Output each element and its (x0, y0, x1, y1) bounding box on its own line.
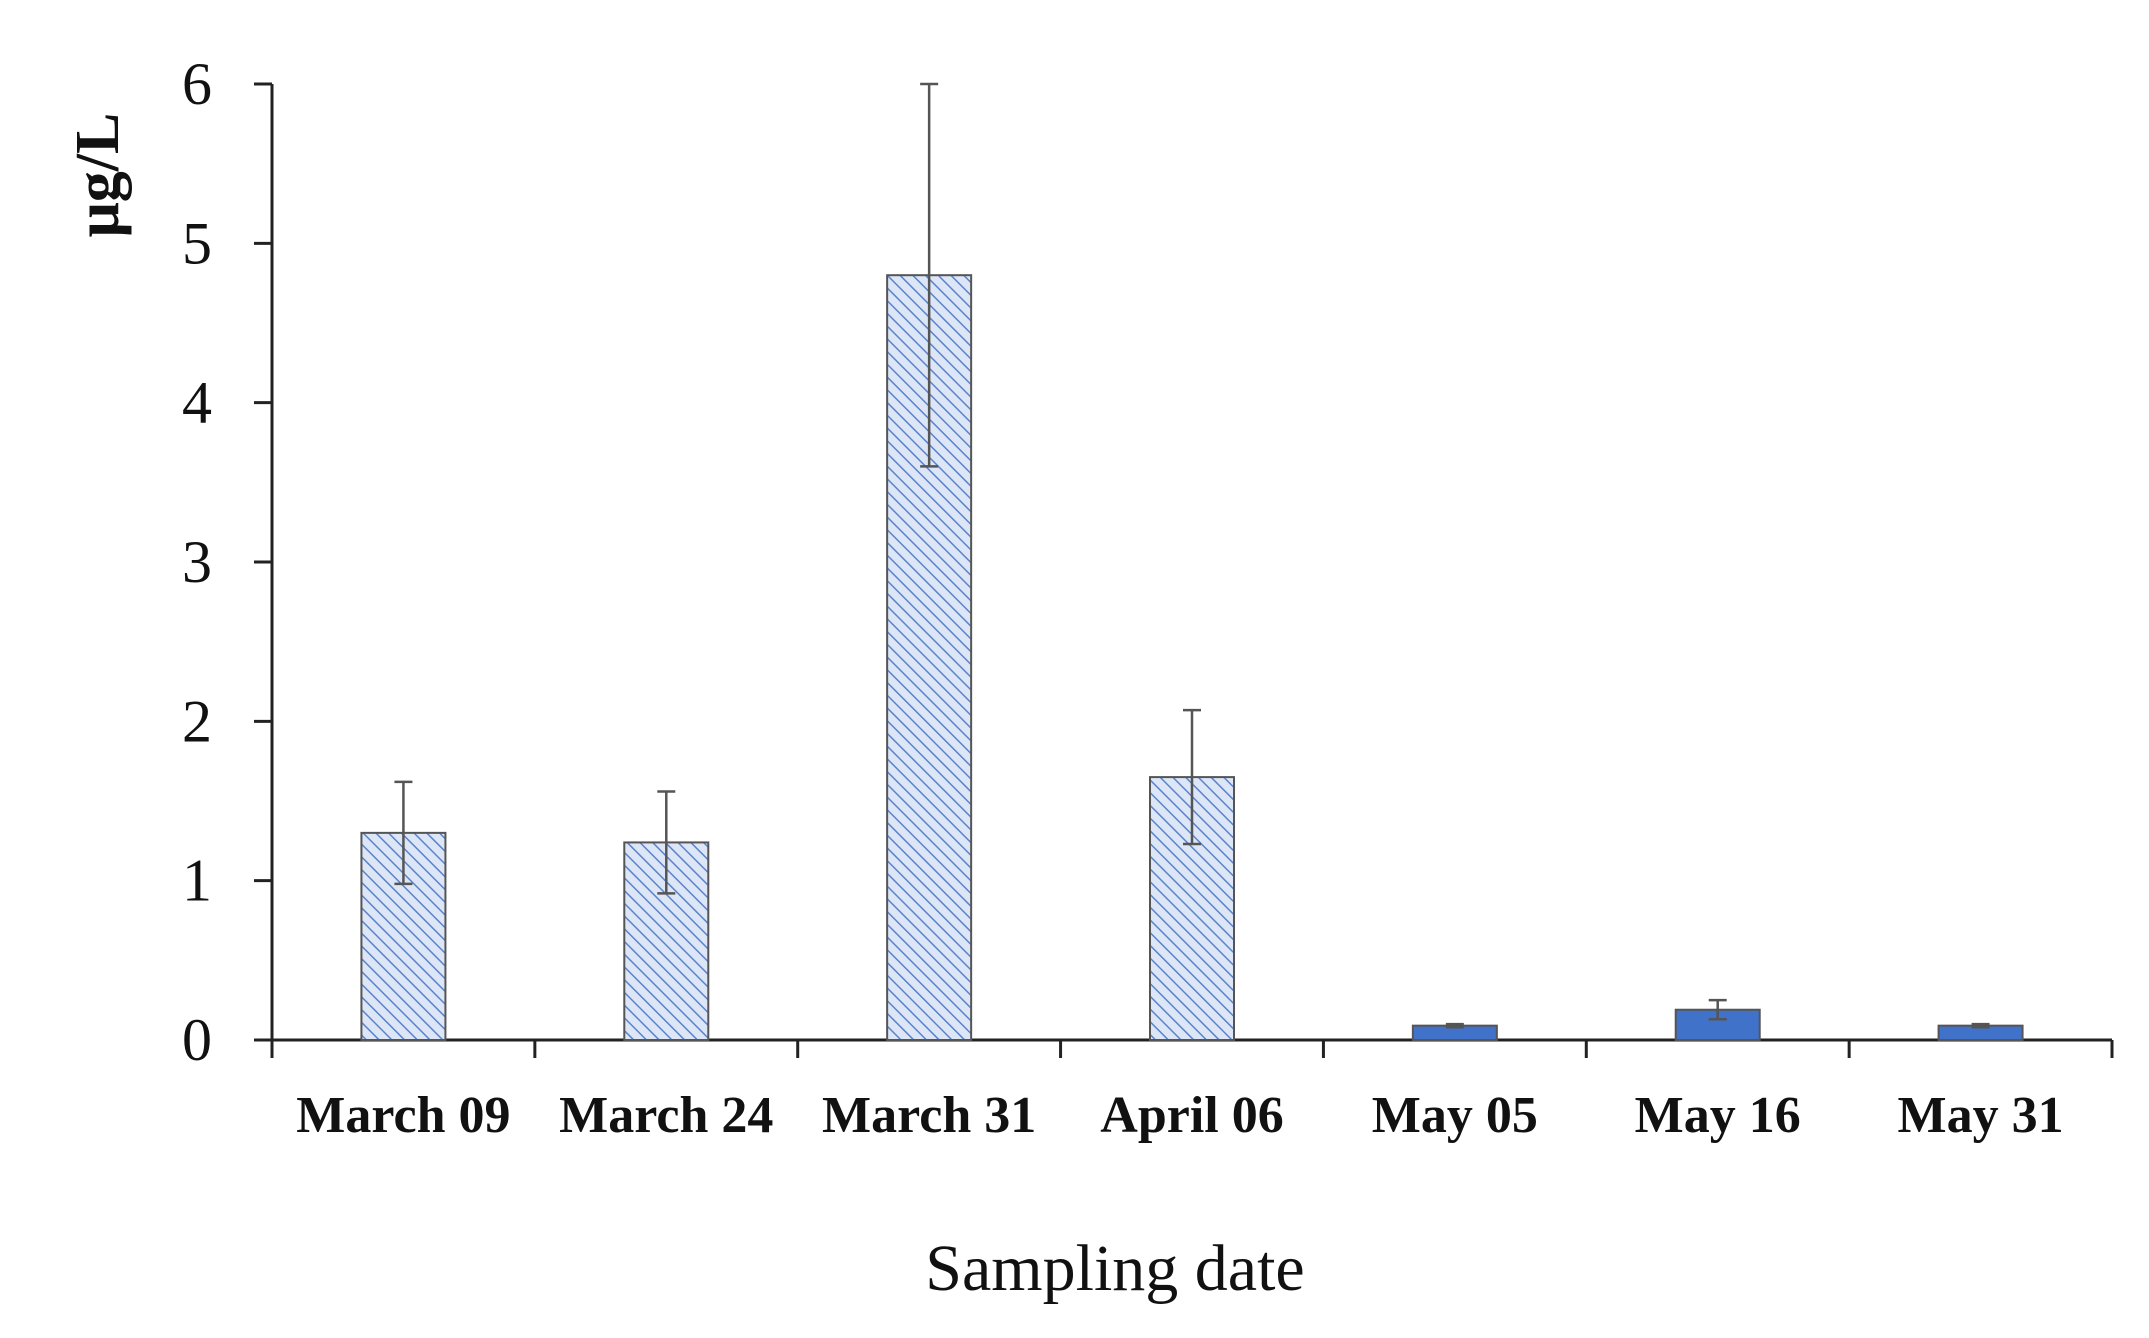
x-axis (254, 1038, 2114, 1058)
x-category-label: May 16 (1635, 1087, 1801, 1144)
y-tick-label: 5 (182, 210, 212, 276)
y-axis (254, 82, 274, 1042)
y-tick-label: 1 (182, 848, 212, 914)
y-tick-label: 0 (182, 1007, 212, 1073)
x-category-label: March 09 (296, 1087, 510, 1144)
bars (360, 274, 2024, 1042)
bar (1674, 1008, 1761, 1042)
y-tick-label: 4 (182, 370, 212, 436)
y-tick-label: 6 (182, 51, 212, 117)
tick-labels: 0 1 2 3 4 5 6 (182, 51, 212, 1073)
error-bars (394, 82, 1990, 1029)
x-axis-title: Sampling date (925, 1232, 1304, 1305)
y-tick-label: 2 (182, 688, 212, 754)
x-category-label: April 06 (1100, 1087, 1283, 1144)
category-labels: March 09 March 24 March 31 April 06 May 05 Ma… (296, 1087, 2063, 1144)
x-category-label: March 31 (822, 1087, 1036, 1144)
y-tick-label: 3 (182, 529, 212, 595)
x-category-label: May 05 (1372, 1087, 1538, 1144)
x-category-label: May 31 (1898, 1087, 2064, 1144)
y-axis-title: μg/L (64, 113, 132, 238)
x-category-label: March 24 (559, 1087, 773, 1144)
